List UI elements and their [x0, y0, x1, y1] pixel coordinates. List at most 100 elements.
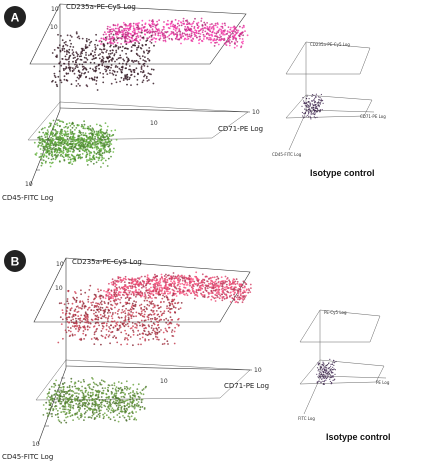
scatter-point [122, 391, 125, 394]
scatter-point [98, 324, 100, 327]
scatter-point [118, 324, 121, 327]
scatter-point [92, 386, 95, 388]
scatter-point [105, 69, 108, 72]
scatter-point [62, 312, 64, 314]
scatter-point [218, 293, 221, 295]
scatter-point [60, 151, 62, 154]
scatter-point [76, 296, 78, 299]
scatter-point [324, 371, 326, 373]
scatter-point [113, 320, 116, 323]
scatter-point [318, 375, 321, 378]
scatter-point [58, 70, 61, 73]
scatter-point [97, 389, 100, 392]
scatter-point [97, 139, 99, 142]
scatter-point [69, 313, 71, 315]
scatter-point [40, 161, 43, 164]
scatter-point [97, 306, 100, 308]
scatter-point [210, 298, 213, 301]
scatter-point [309, 102, 311, 104]
scatter-point [42, 149, 45, 152]
scatter-point [323, 377, 325, 379]
scatter-point [307, 114, 309, 116]
scatter-point [130, 415, 133, 418]
scatter-point [106, 318, 109, 320]
scatter-point [139, 57, 142, 60]
scatter-point [142, 70, 145, 72]
scatter-point [67, 289, 70, 292]
scatter-point [133, 285, 136, 288]
scatter-point [47, 143, 49, 146]
scatter-point [43, 153, 45, 156]
scatter-point [207, 295, 210, 298]
scatter-point [103, 412, 106, 415]
scatter-point [50, 413, 53, 415]
scatter-point [70, 145, 73, 148]
scatter-point [192, 20, 195, 23]
scatter-point [66, 402, 68, 404]
scatter-point [104, 122, 107, 124]
scatter-point [96, 89, 99, 91]
scatter-point [67, 400, 69, 403]
scatter-point [150, 327, 153, 329]
scatter-point [96, 304, 98, 307]
scatter-point [81, 304, 84, 306]
scatter-point [56, 148, 58, 151]
scatter-point [127, 41, 129, 44]
scatter-point [167, 343, 169, 345]
scatter-point [64, 146, 67, 149]
panel-a-x-axis-label: CD71-PE Log [218, 125, 263, 133]
scatter-point [85, 313, 88, 315]
scatter-point [84, 387, 86, 389]
scatter-point [61, 49, 64, 52]
scatter-point [118, 397, 121, 400]
scatter-point [66, 398, 69, 401]
scatter-point [74, 322, 77, 325]
scatter-point [51, 397, 54, 400]
scatter-point [124, 297, 127, 300]
scatter-point [106, 133, 109, 136]
scatter-point [67, 316, 70, 318]
scatter-point [109, 140, 111, 143]
scatter-point [183, 23, 185, 26]
scatter-point [124, 387, 126, 390]
scatter-point [166, 305, 169, 307]
scatter-point [86, 406, 89, 408]
scatter-point [107, 136, 109, 139]
scatter-point [112, 42, 114, 45]
scatter-point [186, 23, 189, 26]
scatter-point [84, 127, 86, 130]
scatter-point [197, 32, 200, 35]
scatter-point [93, 298, 95, 301]
scatter-point [94, 135, 96, 138]
scatter-point [68, 60, 70, 63]
scatter-point [155, 292, 158, 295]
scatter-point [221, 27, 224, 29]
scatter-point [95, 57, 97, 59]
panel-a-isotype-caption: Isotype control [310, 168, 375, 178]
scatter-point [74, 60, 77, 62]
panel-a-isotype-y-axis-label: CD45-FITC Log [272, 152, 302, 157]
scatter-point [49, 407, 52, 409]
scatter-point [101, 399, 104, 402]
scatter-point [305, 115, 307, 117]
scatter-point [100, 317, 103, 320]
scatter-point [123, 385, 126, 388]
scatter-point [86, 46, 89, 49]
scatter-point [217, 277, 220, 280]
scatter-point [171, 294, 174, 297]
scatter-point [76, 55, 79, 58]
scatter-point [64, 125, 67, 128]
scatter-point [110, 293, 113, 296]
scatter-point [72, 148, 75, 151]
scatter-point [54, 141, 57, 143]
scatter-point [200, 17, 203, 20]
scatter-point [77, 135, 80, 138]
scatter-point [172, 28, 175, 30]
scatter-point [117, 292, 120, 295]
scatter-point [87, 403, 89, 406]
scatter-point [330, 369, 332, 371]
scatter-point [165, 321, 168, 324]
scatter-point [333, 368, 335, 370]
scatter-point [187, 28, 190, 31]
scatter-point [51, 137, 54, 140]
